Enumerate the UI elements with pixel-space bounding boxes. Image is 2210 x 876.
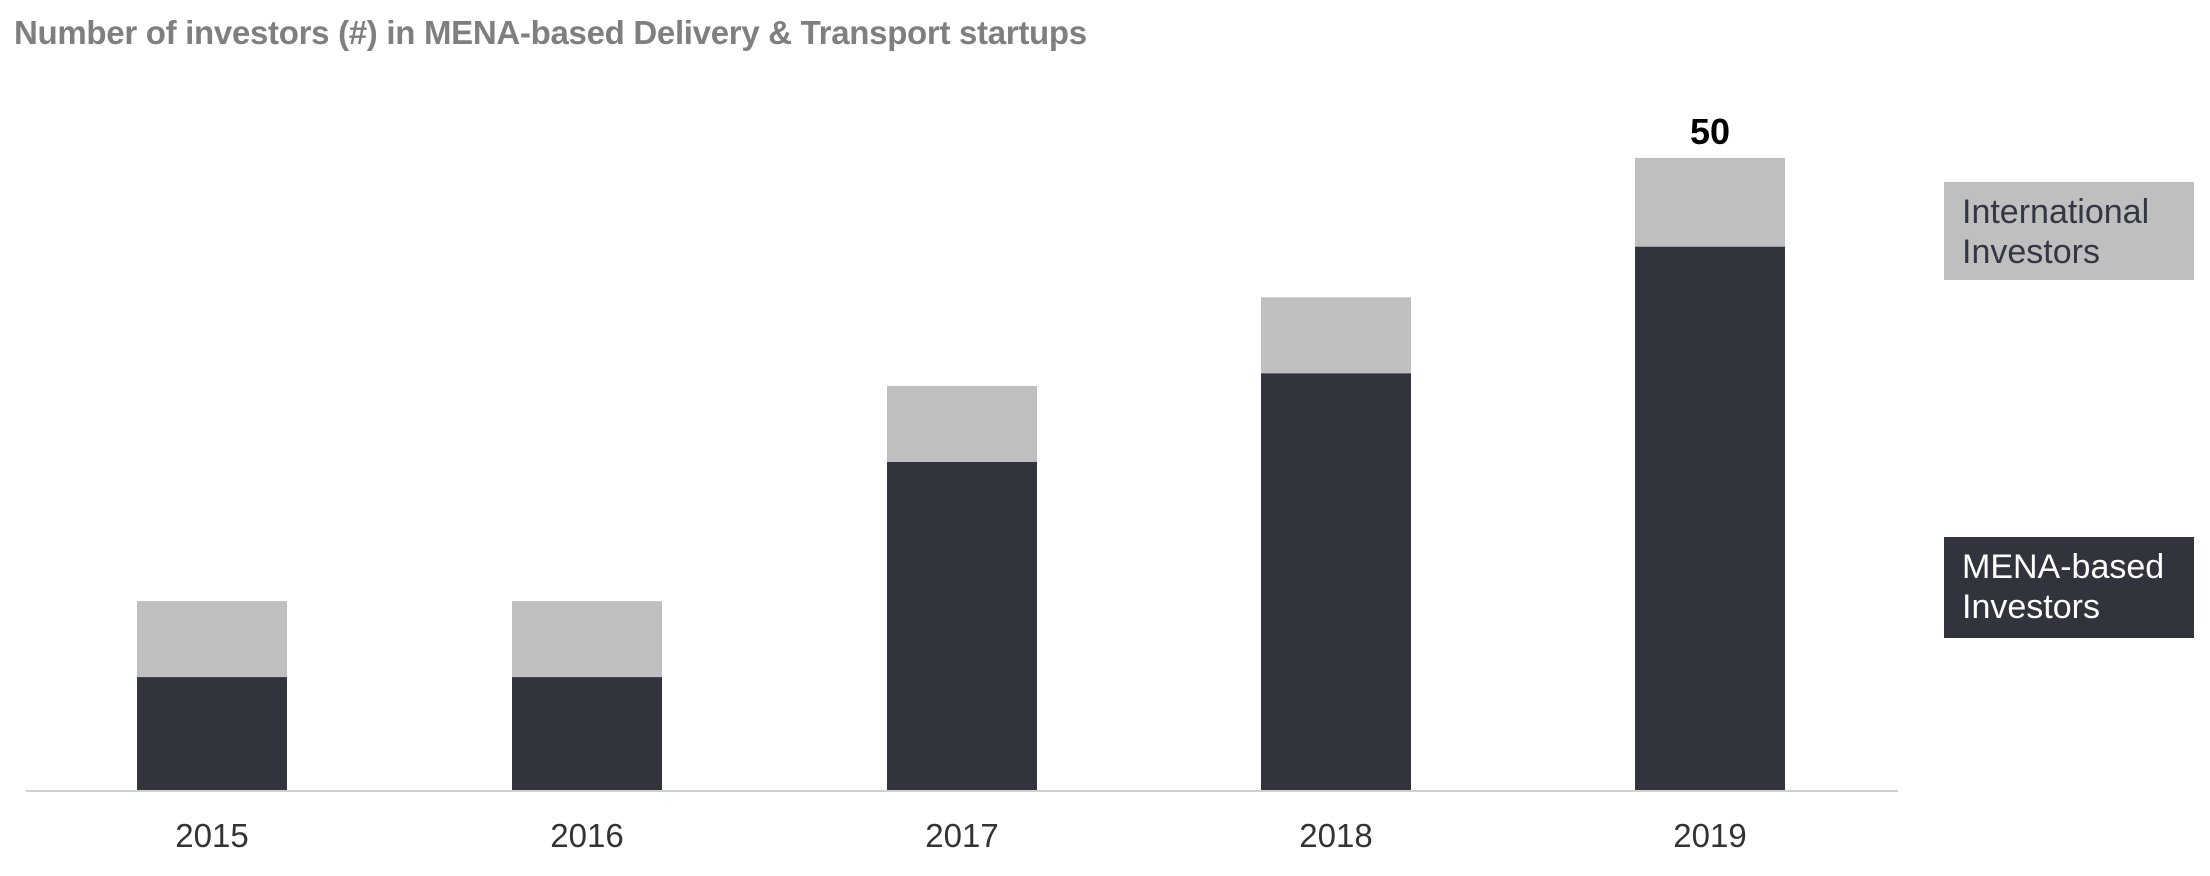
bar-mena-2016	[512, 677, 662, 791]
x-tick-label-2016: 2016	[550, 817, 623, 854]
legend-label-mena: MENA-based Investors	[1962, 548, 2165, 626]
legend-item-mena: MENA-based Investors	[1944, 537, 2194, 638]
bar-international-2018	[1261, 297, 1411, 374]
labels-layer: 2015 2016 2017 2018 2019 50	[175, 111, 1746, 854]
bar-mena-2017	[887, 461, 1037, 791]
bar-international-2017	[887, 385, 1037, 462]
legend-item-international: International Investors	[1944, 182, 2194, 280]
bar-international-2015	[137, 601, 287, 678]
chart-title: Number of investors (#) in MENA-based De…	[14, 14, 1087, 51]
legend-label-international: International Investors	[1962, 193, 2150, 271]
bar-international-2019	[1635, 158, 1785, 247]
bar-mena-2019	[1635, 246, 1785, 791]
bar-international-2016	[512, 601, 662, 678]
x-tick-label-2019: 2019	[1673, 817, 1746, 854]
x-tick-label-2017: 2017	[925, 817, 998, 854]
chart-plot: 2015 2016 2017 2018 2019 50	[26, 111, 1898, 854]
bar-mena-2015	[137, 677, 287, 791]
bars-layer	[137, 158, 1785, 791]
x-tick-label-2018: 2018	[1299, 817, 1372, 854]
bar-mena-2018	[1261, 373, 1411, 791]
data-label-total-2019: 50	[1690, 111, 1730, 152]
x-tick-label-2015: 2015	[175, 817, 248, 854]
